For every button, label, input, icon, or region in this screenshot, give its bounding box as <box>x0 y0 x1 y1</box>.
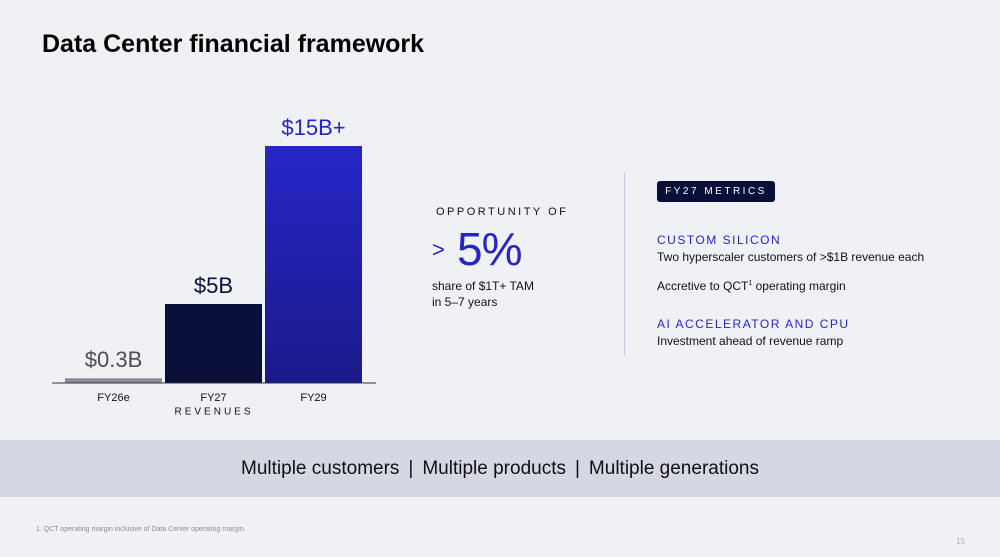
banner-separator: | <box>574 457 580 479</box>
note-text: operating margin <box>752 279 846 293</box>
x-tick-label: FY27 <box>200 392 226 404</box>
bar <box>265 146 362 383</box>
metrics-heading: AI ACCELERATOR AND CPU <box>657 317 850 331</box>
divider <box>624 173 625 355</box>
x-axis-label: REVENUES <box>174 407 253 418</box>
metrics-note: Accretive to QCT1 operating margin <box>657 279 846 293</box>
value-label: $5B <box>194 273 233 298</box>
note-superscript: 1 <box>748 280 753 287</box>
x-tick-label: FY29 <box>300 392 326 404</box>
bar <box>165 304 262 383</box>
banner: Multiple customers | Multiple products |… <box>0 440 1000 497</box>
metrics-heading: CUSTOM SILICON <box>657 233 782 247</box>
page-number: 15 <box>956 537 965 546</box>
metrics-item: Investment ahead of revenue ramp <box>657 334 844 348</box>
banner-text: Multiple products <box>422 457 566 479</box>
metrics-badge: FY27 METRICS <box>657 181 775 202</box>
opportunity-value: 5% <box>457 223 522 275</box>
opportunity-prefix: > <box>432 237 445 262</box>
slide-title: Data Center financial framework <box>42 30 425 58</box>
banner-separator: | <box>408 457 414 479</box>
footnote: 1. QCT operating margin inclusive of Dat… <box>36 526 246 533</box>
opportunity-heading: OPPORTUNITY OF <box>436 206 569 218</box>
metrics-item: Two hyperscaler customers of >$1B revenu… <box>657 250 925 264</box>
opportunity-text: share of $1T+ TAM <box>432 279 534 293</box>
note-text: Accretive to QCT <box>657 279 749 293</box>
banner-text: Multiple generations <box>588 457 759 479</box>
opportunity-text: in 5–7 years <box>432 295 498 309</box>
x-tick-label: FY26e <box>97 392 129 404</box>
banner-text: Multiple customers <box>241 457 400 479</box>
value-label: $15B+ <box>281 115 345 140</box>
value-label: $0.3B <box>85 347 143 372</box>
bar <box>65 378 162 383</box>
